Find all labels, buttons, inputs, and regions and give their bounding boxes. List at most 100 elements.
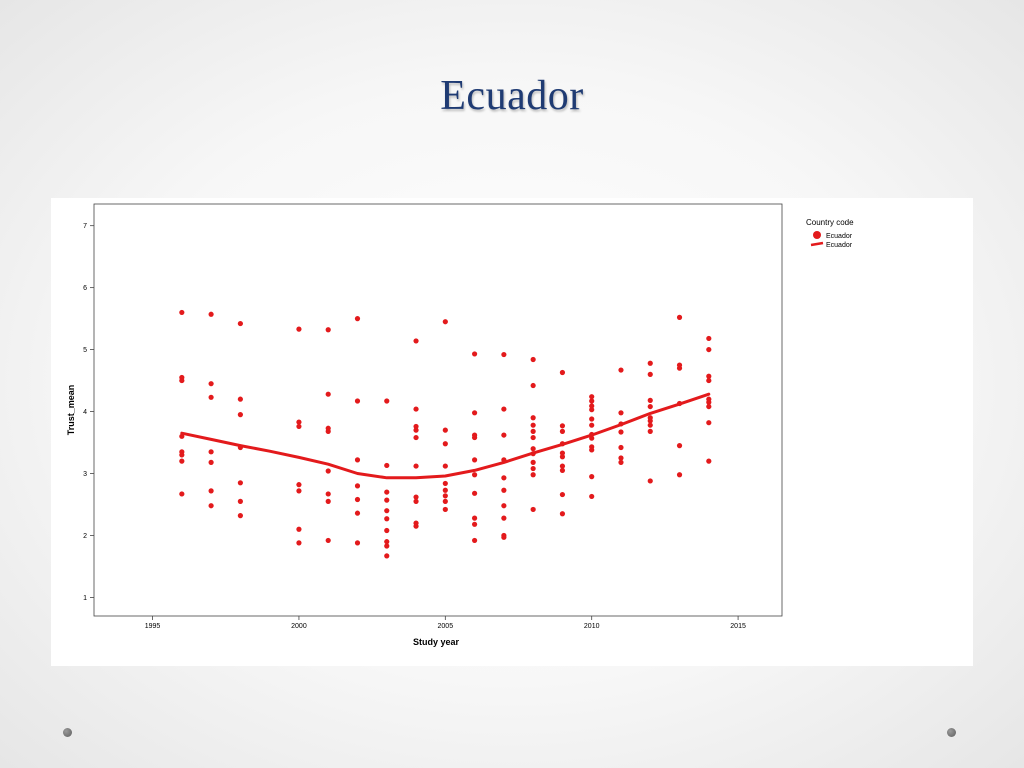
data-point	[676, 365, 683, 371]
data-point	[618, 459, 624, 465]
y-tick-label: 2	[83, 533, 87, 540]
data-point	[530, 472, 536, 478]
data-point	[471, 351, 478, 357]
data-point	[179, 433, 185, 439]
data-point	[237, 396, 243, 402]
data-point	[647, 397, 653, 403]
y-tick-label: 4	[83, 409, 87, 416]
data-point	[501, 487, 507, 493]
data-point	[208, 459, 214, 465]
data-point	[618, 367, 624, 373]
data-point	[589, 403, 595, 409]
data-point	[706, 403, 712, 410]
data-point	[442, 493, 448, 499]
data-point	[530, 415, 536, 421]
data-point	[676, 472, 683, 478]
legend: Country code Ecuador Ecuador	[806, 218, 854, 249]
x-tick-label: 2010	[584, 623, 600, 630]
data-point	[325, 498, 331, 504]
data-point	[208, 381, 214, 387]
data-point	[471, 537, 478, 544]
data-point	[589, 422, 595, 428]
data-point	[413, 427, 419, 433]
data-point	[296, 540, 302, 546]
data-point	[501, 351, 507, 358]
data-point	[413, 423, 419, 430]
data-point	[442, 498, 448, 504]
data-point	[471, 410, 478, 416]
data-point	[354, 457, 361, 463]
data-points	[179, 309, 712, 559]
legend-line-swatch	[810, 241, 824, 247]
data-point	[208, 311, 214, 317]
data-point	[354, 496, 361, 503]
data-point	[296, 526, 302, 532]
data-point	[413, 494, 419, 500]
data-point	[179, 458, 185, 464]
data-point	[325, 327, 331, 333]
data-point	[237, 513, 243, 519]
data-point	[442, 487, 448, 493]
data-point	[296, 419, 302, 425]
data-point	[296, 423, 302, 430]
data-point	[413, 463, 419, 469]
data-point	[179, 309, 185, 316]
data-point	[647, 422, 653, 428]
nav-dot-right-icon	[947, 728, 956, 737]
y-tick-label: 1	[83, 595, 87, 602]
data-point	[413, 434, 419, 441]
data-point	[413, 498, 419, 504]
data-point	[589, 416, 595, 422]
data-point	[354, 316, 361, 322]
data-point	[296, 326, 302, 332]
data-point	[442, 506, 448, 513]
data-point	[559, 428, 566, 434]
data-point	[354, 510, 361, 516]
data-point	[647, 360, 653, 366]
data-point	[501, 475, 507, 481]
data-point	[559, 463, 566, 469]
data-point	[471, 434, 478, 441]
data-point	[676, 443, 683, 449]
data-point	[384, 462, 390, 469]
data-point	[618, 410, 624, 416]
data-point	[179, 491, 185, 497]
data-point	[471, 490, 478, 496]
data-point	[325, 468, 331, 474]
data-point	[179, 452, 185, 458]
y-axis-title: Trust_mean	[66, 385, 76, 436]
data-point	[471, 457, 478, 463]
data-point	[384, 516, 390, 522]
legend-point-swatch	[813, 231, 821, 239]
data-point	[618, 429, 624, 435]
data-point	[325, 391, 331, 397]
y-tick-label: 3	[83, 471, 87, 478]
data-point	[384, 543, 390, 549]
x-tick-label: 1995	[145, 623, 161, 630]
data-point	[471, 515, 478, 521]
data-point	[647, 428, 653, 434]
data-point	[208, 488, 214, 494]
data-point	[530, 422, 536, 428]
data-point	[442, 463, 448, 469]
data-point	[559, 491, 566, 498]
data-point	[706, 458, 712, 464]
data-point	[208, 503, 214, 509]
data-point	[384, 553, 390, 559]
data-point	[559, 511, 566, 517]
y-tick-label: 7	[83, 223, 87, 230]
data-point	[471, 472, 478, 478]
data-point	[530, 382, 536, 389]
data-point	[530, 465, 536, 472]
data-point	[530, 356, 536, 363]
data-point	[706, 373, 712, 379]
y-tick-label: 5	[83, 347, 87, 354]
x-tick-label: 2005	[438, 623, 454, 630]
data-point	[618, 455, 624, 461]
data-point	[530, 446, 536, 452]
data-point	[559, 467, 566, 474]
data-point	[384, 497, 390, 503]
slide-title: Ecuador	[440, 73, 584, 119]
data-point	[589, 493, 595, 500]
